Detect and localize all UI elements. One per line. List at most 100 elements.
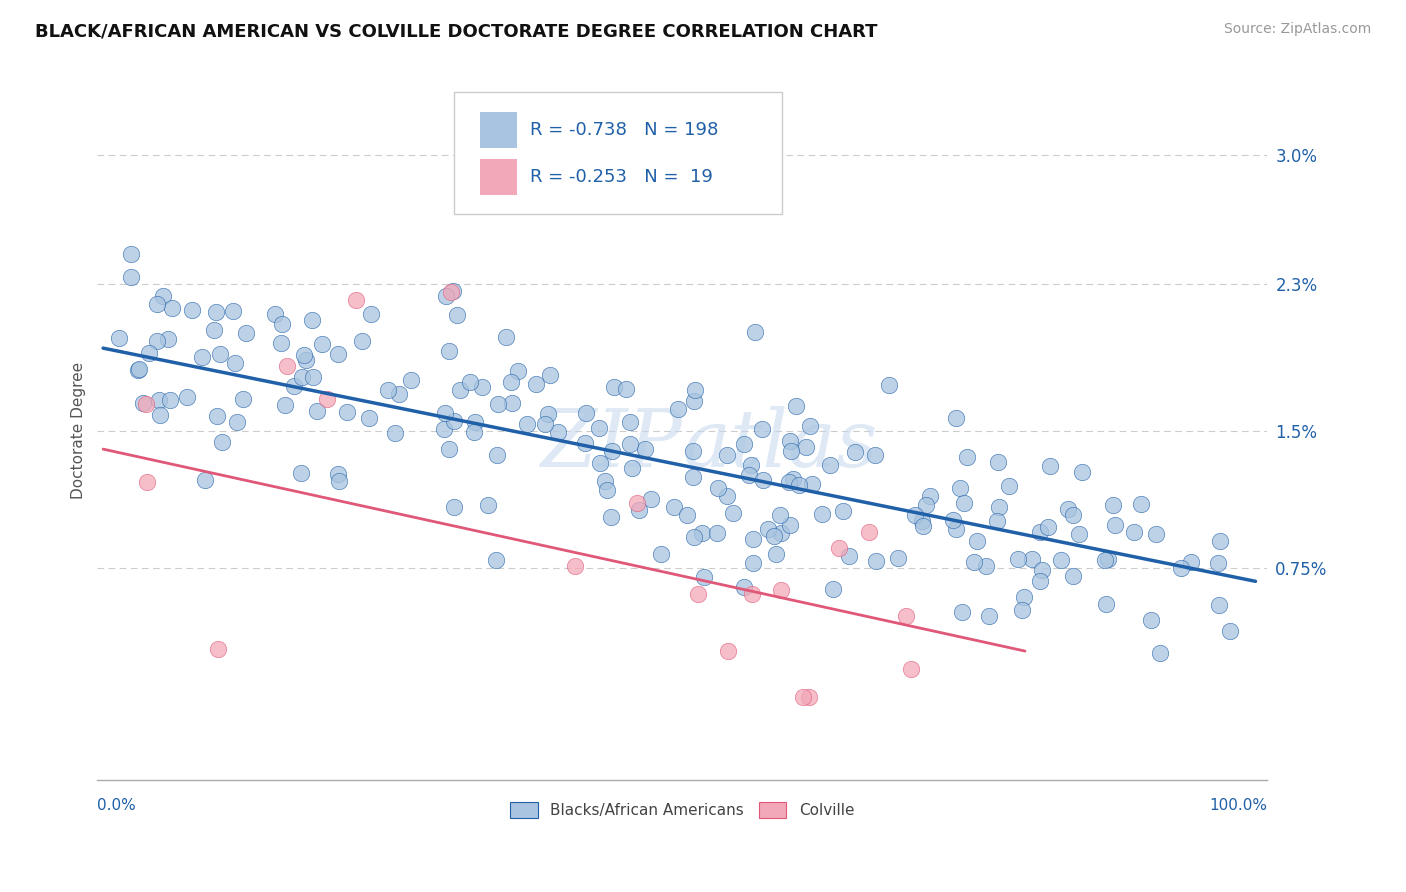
Point xyxy=(148,393,170,408)
Point xyxy=(1097,552,1119,566)
Point xyxy=(966,533,988,548)
Point xyxy=(1012,590,1035,604)
Point xyxy=(344,293,367,307)
Point xyxy=(399,373,422,387)
Point xyxy=(1208,598,1230,612)
Point xyxy=(516,417,538,431)
Point xyxy=(740,458,762,472)
Point xyxy=(945,411,967,425)
Point xyxy=(176,390,198,404)
Point xyxy=(436,289,458,303)
Point xyxy=(602,380,624,394)
Point xyxy=(1206,556,1229,570)
Point xyxy=(108,331,131,345)
Point xyxy=(676,508,699,523)
Point xyxy=(145,334,167,348)
Point xyxy=(1039,458,1062,473)
Point xyxy=(501,396,523,410)
Point xyxy=(524,376,547,391)
Point xyxy=(486,397,509,411)
Point xyxy=(716,448,738,462)
Point xyxy=(1036,519,1059,533)
Point xyxy=(1011,603,1033,617)
Point xyxy=(634,442,657,456)
Point xyxy=(832,504,855,518)
Point xyxy=(792,690,814,704)
Point xyxy=(950,605,973,619)
Point xyxy=(1219,624,1241,639)
Point xyxy=(741,587,763,601)
Point xyxy=(683,383,706,397)
Point xyxy=(593,474,616,488)
Point xyxy=(987,500,1010,515)
Point xyxy=(763,529,786,543)
Point xyxy=(1209,533,1232,548)
Point xyxy=(132,396,155,410)
Point xyxy=(575,407,598,421)
Point xyxy=(1050,553,1073,567)
Point xyxy=(291,370,314,384)
Point xyxy=(1031,563,1053,577)
Point xyxy=(193,473,215,487)
Point xyxy=(640,491,662,506)
Point xyxy=(997,479,1019,493)
Point xyxy=(614,382,637,396)
Point xyxy=(912,519,935,533)
Text: atlas: atlas xyxy=(682,406,877,483)
Point xyxy=(717,644,740,658)
Point xyxy=(222,303,245,318)
Point xyxy=(844,444,866,458)
Text: 0.0%: 0.0% xyxy=(97,798,136,813)
Point xyxy=(316,392,339,406)
Text: BLACK/AFRICAN AMERICAN VS COLVILLE DOCTORATE DEGREE CORRELATION CHART: BLACK/AFRICAN AMERICAN VS COLVILLE DOCTO… xyxy=(35,22,877,40)
Point xyxy=(564,558,586,573)
Point xyxy=(799,690,821,704)
Point xyxy=(302,370,325,384)
Bar xyxy=(479,159,517,195)
Point xyxy=(785,400,807,414)
Point xyxy=(202,323,225,337)
Point xyxy=(911,514,934,528)
Point xyxy=(765,547,787,561)
FancyBboxPatch shape xyxy=(454,93,782,214)
Point xyxy=(138,346,160,360)
Point xyxy=(443,500,465,514)
Text: ZIP: ZIP xyxy=(540,406,682,483)
Legend: Blacks/African Americans, Colville: Blacks/African Americans, Colville xyxy=(505,796,860,824)
Point xyxy=(211,434,233,449)
Point xyxy=(271,317,294,331)
Y-axis label: Doctorate Degree: Doctorate Degree xyxy=(72,362,86,500)
Point xyxy=(707,482,730,496)
Point xyxy=(434,406,457,420)
Point xyxy=(486,448,509,462)
Point xyxy=(811,507,834,521)
Point xyxy=(1144,527,1167,541)
Point xyxy=(915,498,938,512)
Point xyxy=(305,404,328,418)
Point xyxy=(962,555,984,569)
Point xyxy=(956,450,979,464)
Point xyxy=(1095,597,1118,611)
Point xyxy=(602,444,624,458)
Point xyxy=(823,582,845,597)
Point xyxy=(437,344,460,359)
Point xyxy=(977,608,1000,623)
Point xyxy=(779,517,801,532)
Point xyxy=(538,368,561,382)
Point xyxy=(336,404,359,418)
Point xyxy=(350,334,373,348)
Point xyxy=(662,500,685,514)
Point xyxy=(477,499,499,513)
Point xyxy=(443,414,465,428)
Point xyxy=(589,456,612,470)
Point xyxy=(446,308,468,322)
Point xyxy=(207,641,229,656)
Point xyxy=(588,421,610,435)
Point xyxy=(1170,561,1192,575)
Point xyxy=(953,496,976,510)
Point xyxy=(801,477,824,491)
Point xyxy=(205,409,228,424)
Point xyxy=(135,397,157,411)
Point xyxy=(1067,527,1090,541)
Point xyxy=(463,425,485,440)
